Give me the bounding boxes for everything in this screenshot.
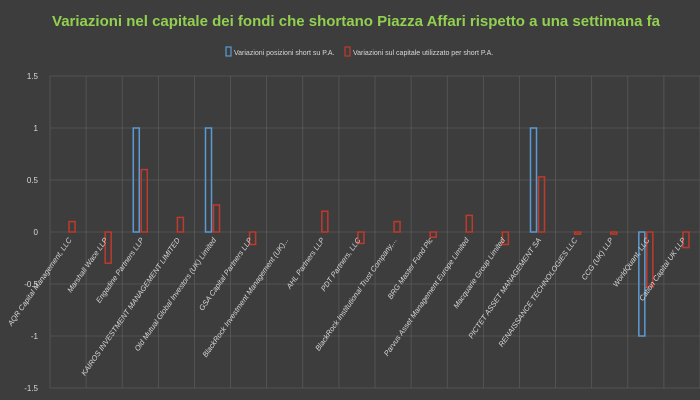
bar-capital-0 [68,220,76,233]
bar-capital-4 [212,204,221,233]
y-tick-label: -0.5 [24,280,38,289]
x-tick-label: RENAISSANCE TECHNOLOGIES LLC [497,236,580,349]
bar-capital-5 [248,231,257,246]
y-tick-label: 0 [34,228,39,237]
bar-capital-12 [501,231,510,246]
x-tick-label: AQR Capital Management, LLC [5,236,74,329]
x-tick-label: AHL Partners LLP [284,236,327,291]
legend-label: Variazioni sul capitale utilizzato per s… [353,50,493,57]
legend: Variazioni posizioni short su P.A. Variaz… [225,46,493,57]
bar-capital-7 [321,210,329,233]
bars [68,127,690,337]
bar-capital-2 [140,168,149,233]
bar-capital-8 [357,231,365,245]
bar-capital-3 [176,216,185,233]
y-tick-label: 1 [34,124,39,133]
bar-capital-1 [104,231,112,264]
bar-positions-2 [132,127,141,233]
bar-capital-14 [573,231,582,235]
bar-capital-17 [682,231,690,249]
bar-capital-13 [537,176,546,233]
legend-swatch [344,46,351,57]
y-axis: 1.5 1 0.5 0 -0.5 -1 -1.5 [24,72,38,393]
bar-capital-11 [465,214,474,233]
bar-positions-16 [638,231,646,337]
gridlines [49,75,700,389]
x-tick-label: PICTET ASSET MANAGEMENT SA [466,236,543,340]
bar-capital-16 [646,231,654,288]
bar-capital-15 [609,231,618,235]
bar-positions-4 [204,127,213,233]
bar-positions-13 [529,127,538,233]
y-tick-label: -1.5 [24,384,38,393]
x-tick-label: CCG (UK) LLP [580,236,616,282]
legend-label: Variazioni posizioni short su P.A. [234,50,335,57]
y-tick-label: 0.5 [27,176,39,185]
y-tick-label: 1.5 [27,72,39,81]
chart-title: Variazioni nel capitale dei fondi che sh… [52,13,661,30]
y-tick-label: -1 [31,332,39,341]
x-tick-label: WorldQuant, LLC [611,236,652,289]
legend-swatch [225,46,232,57]
bar-capital-9 [393,220,401,233]
bar-capital-10 [429,231,437,238]
